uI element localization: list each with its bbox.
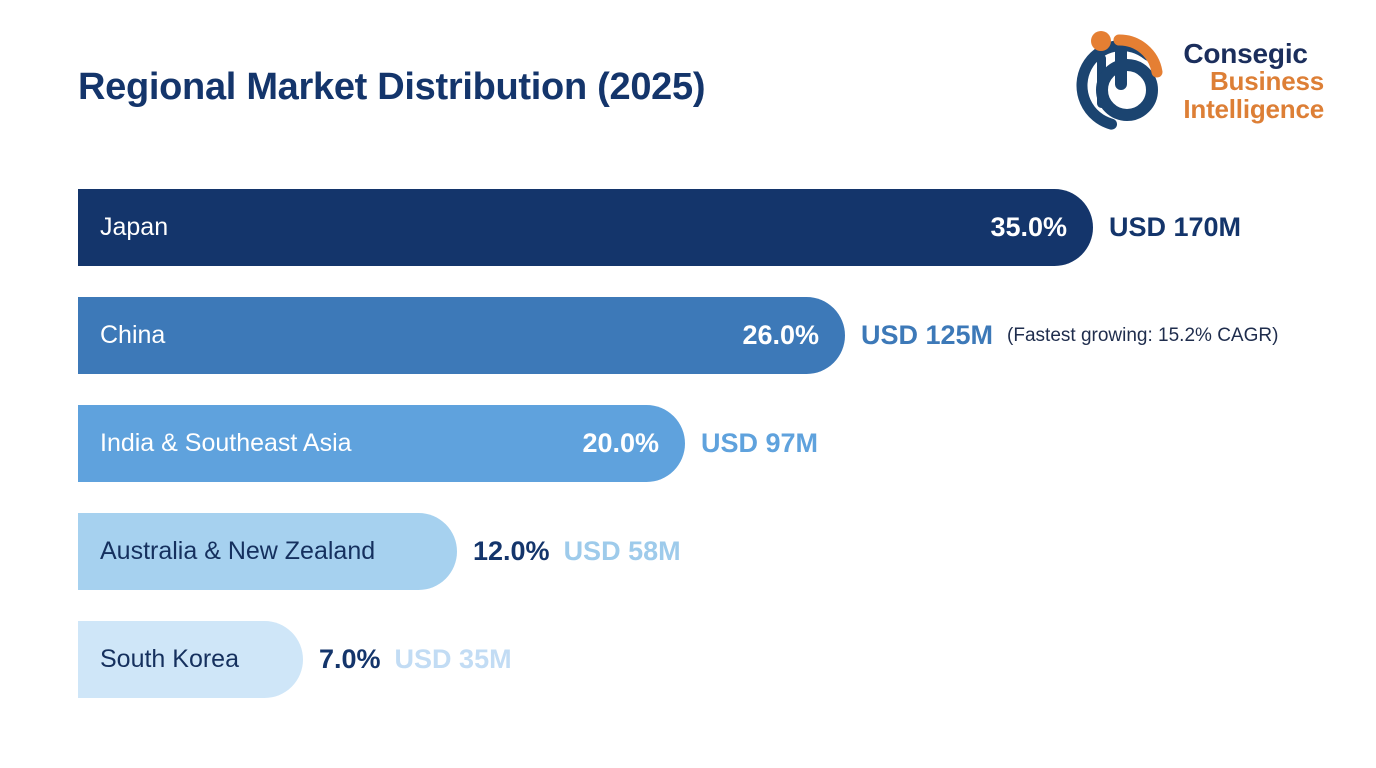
consegic-logo-mark-icon [1076,31,1163,130]
bar-chart: Japan 35.0% USD 170M China 26.0% USD 125M (Fas… [0,189,1376,729]
bar-row: Australia & New Zealand 12.0% USD 58M [0,513,1376,590]
bar-segment[interactable]: South Korea [78,621,303,698]
bar-percent-label: 12.0% [473,536,550,566]
brand-name-consegic: Consegic [1183,37,1308,69]
bar-percent-label: 20.0% [582,428,659,458]
bar-segment[interactable]: Australia & New Zealand [78,513,457,590]
bar-category-label: Japan [100,213,169,241]
bar-row: Japan 35.0% USD 170M [0,189,1376,266]
bar-value-group: USD 125M (Fastest growing: 15.2% CAGR) [861,297,1278,374]
bar-usd-value: USD 58M [563,536,681,566]
bar-value-group: 12.0% USD 58M [473,513,681,590]
bar-category-label: South Korea [100,645,239,673]
bar-row: China 26.0% USD 125M (Fastest growing: 15.2… [0,297,1376,374]
bar-usd-value: USD 97M [701,428,819,458]
bar-usd-value: USD 125M [861,320,994,350]
bar-category-label: China [100,321,166,349]
page-title: Regional Market Distribution (2025) [78,66,706,108]
bar-value-group: USD 97M [701,405,818,482]
bar-segment[interactable]: Japan 35.0% [78,189,1093,266]
bar-category-label: India & Southeast Asia [100,429,352,457]
brand-wordmark: Consegic Business Intelligence [1183,37,1324,124]
bar-usd-value: USD 35M [394,644,512,674]
brand-logo: Consegic Business Intelligence [1069,28,1324,134]
bar-row: South Korea 7.0% USD 35M [0,621,1376,698]
bar-percent-label: 26.0% [742,320,819,350]
brand-name-intelligence: Intelligence [1183,93,1324,124]
bar-percent-label: 7.0% [319,644,381,674]
bar-value-group: USD 170M [1109,189,1241,266]
bar-value-group: 7.0% USD 35M [319,621,512,698]
bar-segment[interactable]: China 26.0% [78,297,845,374]
bar-row: India & Southeast Asia 20.0% USD 97M [0,405,1376,482]
brand-name-business: Business [1209,66,1324,97]
bar-percent-label: 35.0% [990,212,1067,242]
bar-usd-value: USD 170M [1109,212,1242,242]
bar-annotation: (Fastest growing: 15.2% CAGR) [1007,324,1279,346]
bar-segment[interactable]: India & Southeast Asia 20.0% [78,405,685,482]
bar-category-label: Australia & New Zealand [100,537,376,565]
